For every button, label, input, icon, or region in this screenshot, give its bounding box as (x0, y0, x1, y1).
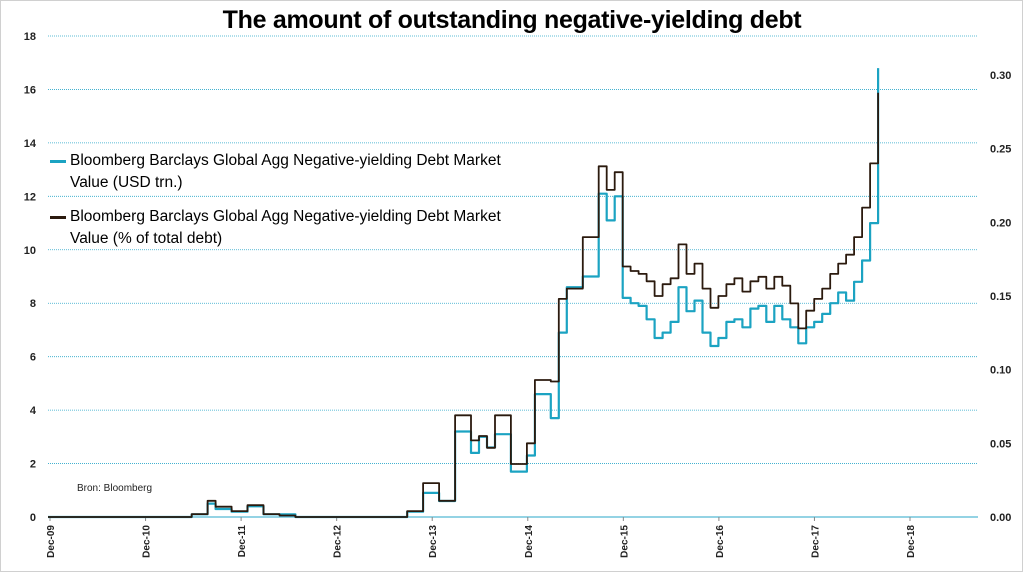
chart-title: The amount of outstanding negative-yield… (222, 6, 802, 34)
legend-swatch-pct (50, 216, 66, 219)
gridlines (48, 35, 978, 464)
legend-label-pct: Bloomberg Barclays Global Agg Negative-y… (70, 208, 501, 247)
x-tick-label: Dec-10 (142, 525, 153, 558)
legend-swatch-usd (50, 160, 66, 163)
y-right-tick-label: 0.20 (990, 217, 1011, 229)
y-left-tick-label: 4 (30, 405, 37, 417)
x-tick-label: Dec-12 (333, 525, 344, 558)
y-right-tick-label: 0.15 (990, 291, 1011, 303)
y-left-tick-label: 18 (24, 31, 36, 43)
y-left-tick-label: 14 (24, 138, 37, 150)
y-right-tick-label: 0.00 (990, 512, 1011, 524)
y-left-tick-label: 6 (30, 352, 36, 364)
x-tick-label: Dec-09 (46, 525, 57, 558)
y-right-tick-label: 0.25 (990, 144, 1011, 156)
y-left-tick-label: 16 (24, 84, 36, 96)
x-tick-label: Dec-13 (428, 525, 439, 558)
y-left-tick-label: 12 (24, 191, 36, 203)
y-left-tick-label: 10 (24, 245, 36, 257)
y-right-tick-label: 0.10 (990, 365, 1011, 377)
x-tick-label: Dec-16 (715, 525, 726, 558)
y-right-tick-label: 0.05 (990, 438, 1011, 450)
x-tick-label: Dec-18 (906, 525, 917, 558)
source-note: Bron: Bloomberg (77, 483, 153, 494)
x-tick-label: Dec-15 (619, 525, 630, 558)
tick-labels: 0 2 4 6 8 10 12 14 16 18 0.00 0.05 0.10 0.15 0.20 0.25 0… (24, 31, 1012, 558)
series-layer (48, 68, 880, 519)
series-line-pct (48, 92, 879, 518)
y-left-tick-label: 0 (30, 512, 36, 524)
x-tick-label: Dec-11 (237, 525, 248, 558)
x-tick-label: Dec-14 (524, 525, 535, 558)
y-left-tick-label: 2 (30, 459, 36, 471)
y-right-tick-label: 0.30 (990, 70, 1011, 82)
legend-label-usd: Bloomberg Barclays Global Agg Negative-y… (70, 152, 501, 191)
y-left-tick-label: 8 (30, 298, 36, 310)
x-tick-label: Dec-17 (810, 525, 821, 558)
series-line-usd (48, 68, 880, 519)
